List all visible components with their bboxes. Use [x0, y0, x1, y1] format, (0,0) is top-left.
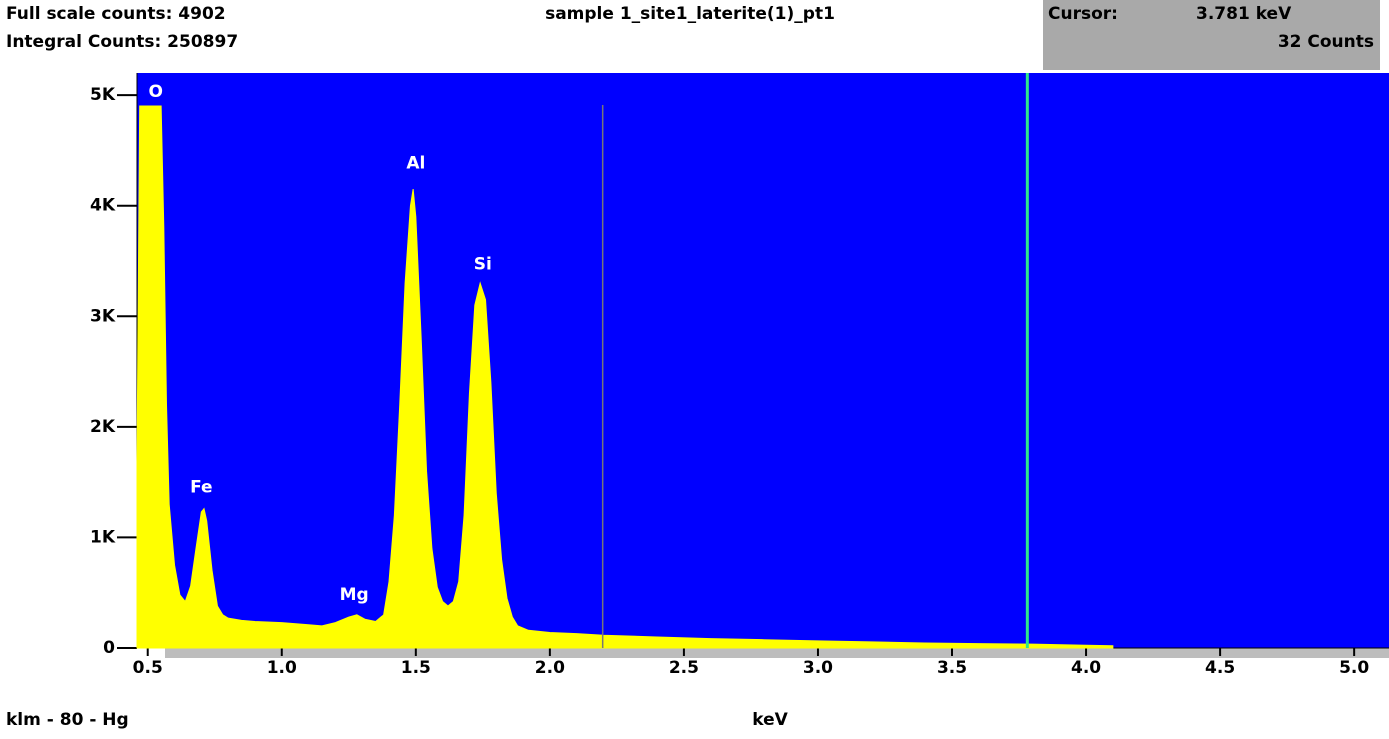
peak-label: O — [149, 82, 163, 102]
y-tick-label: 4K — [90, 196, 116, 216]
x-tick-label: 3.0 — [803, 658, 833, 678]
x-tick-label: 4.0 — [1071, 658, 1101, 678]
peak-label: Fe — [190, 478, 212, 498]
baseline-shadow — [165, 648, 1389, 658]
cursor-counts: 32 Counts — [1278, 32, 1374, 52]
integral: Integral Counts: 250897 — [6, 32, 238, 52]
x-tick-label: 0.5 — [133, 658, 163, 678]
peak-label: Al — [406, 154, 425, 174]
x-tick-label: 5.0 — [1339, 658, 1369, 678]
y-tick-label: 5K — [90, 85, 116, 105]
x-tick-label: 1.5 — [401, 658, 431, 678]
x-axis-label: keV — [752, 710, 788, 730]
y-tick-label: 1K — [90, 527, 116, 547]
x-tick-label: 1.0 — [267, 658, 297, 678]
plot-background — [137, 73, 1389, 648]
y-tick-label: 0 — [103, 638, 115, 658]
y-tick-label: 2K — [90, 417, 116, 437]
y-tick-label: 3K — [90, 306, 116, 326]
cursor-box — [1043, 0, 1380, 70]
klm-lines: klm - 80 - Hg — [6, 710, 129, 730]
spectrum — [136, 105, 1114, 649]
chart-title: sample 1_site1_laterite(1)_pt1 — [545, 4, 835, 24]
peak-label: Si — [474, 254, 492, 274]
x-tick-label: 4.5 — [1205, 658, 1235, 678]
x-tick-label: 3.5 — [937, 658, 967, 678]
x-tick-label: 2.0 — [535, 658, 565, 678]
x-tick-label: 2.5 — [669, 658, 699, 678]
full-scale: Full scale counts: 4902 — [6, 4, 226, 24]
peak-label: Mg — [340, 585, 369, 605]
cursor-energy: 3.781 keV — [1196, 4, 1292, 24]
cursor-title: Cursor: — [1048, 4, 1118, 24]
